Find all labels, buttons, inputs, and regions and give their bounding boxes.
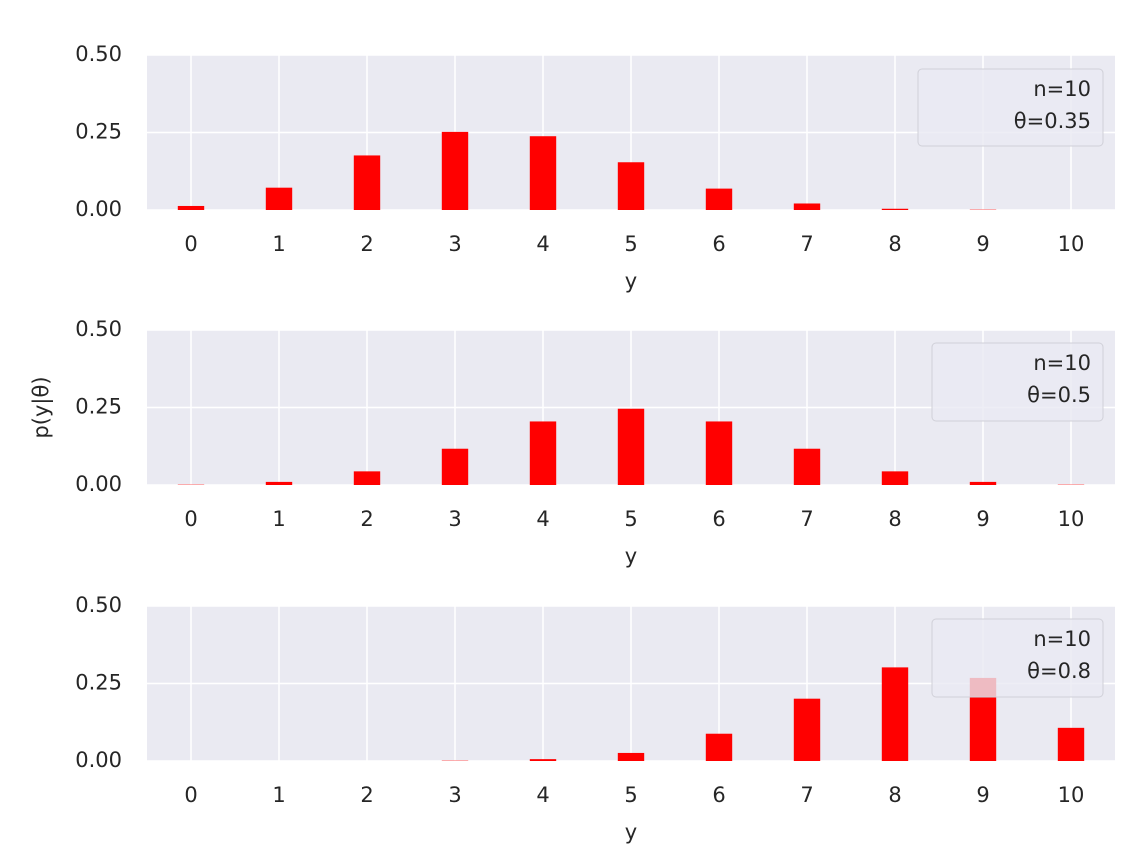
x-tick-label: 5 xyxy=(624,783,637,807)
bar xyxy=(617,752,645,761)
x-tick-label: 8 xyxy=(888,783,901,807)
y-tick-label: 0.50 xyxy=(75,317,122,341)
x-tick-label: 10 xyxy=(1058,507,1085,531)
x-tick-label: 0 xyxy=(184,507,197,531)
bar xyxy=(617,408,645,485)
x-tick-label: 2 xyxy=(360,783,373,807)
legend-entry: θ=0.8 xyxy=(1027,659,1091,683)
bar xyxy=(353,471,381,485)
legend-entry: θ=0.5 xyxy=(1027,383,1091,407)
x-tick-label: 10 xyxy=(1058,783,1085,807)
bar xyxy=(353,155,381,210)
subplot: 0.00 0.25 0.50 0 1 2 3 4 5 6 7 8 9 10 y p(y|θ) n=10 θ=0.5 xyxy=(29,317,1115,568)
bar xyxy=(793,203,821,210)
bar xyxy=(793,448,821,485)
bar xyxy=(881,667,909,761)
x-tick-label: 8 xyxy=(888,507,901,531)
x-tick-label: 6 xyxy=(712,232,725,256)
x-axis-label: y xyxy=(625,820,637,844)
x-tick-label: 4 xyxy=(536,507,549,531)
y-tick-label: 0.25 xyxy=(75,671,122,695)
bar xyxy=(441,131,469,210)
y-tick-label: 0.25 xyxy=(75,395,122,419)
x-tick-label: 1 xyxy=(272,232,285,256)
legend-entry: θ=0.35 xyxy=(1014,109,1091,133)
x-tick-label: 3 xyxy=(448,232,461,256)
y-tick-label: 0.50 xyxy=(75,42,122,66)
x-tick-label: 2 xyxy=(360,507,373,531)
x-tick-label: 7 xyxy=(800,232,813,256)
bar xyxy=(705,733,733,761)
x-tick-label: 3 xyxy=(448,783,461,807)
x-tick-label: 6 xyxy=(712,507,725,531)
bar xyxy=(705,421,733,485)
legend-entry: n=10 xyxy=(1033,627,1091,651)
x-axis-label: y xyxy=(625,269,637,293)
subplot: 0.00 0.25 0.50 0 1 2 3 4 5 6 7 8 9 10 y n=10 θ=0.35 xyxy=(75,42,1115,293)
x-tick-label: 10 xyxy=(1058,232,1085,256)
y-tick-label: 0.50 xyxy=(75,593,122,617)
bar xyxy=(177,205,205,210)
x-axis-label: y xyxy=(625,544,637,568)
bar xyxy=(529,421,557,485)
x-tick-label: 4 xyxy=(536,783,549,807)
bar xyxy=(265,187,293,210)
x-tick-label: 9 xyxy=(976,507,989,531)
legend-box xyxy=(931,618,1104,698)
y-tick-label: 0.00 xyxy=(75,472,122,496)
y-tick-label: 0.25 xyxy=(75,120,122,144)
x-tick-label: 8 xyxy=(888,232,901,256)
legend-entry: n=10 xyxy=(1033,351,1091,375)
x-tick-label: 6 xyxy=(712,783,725,807)
y-axis-label: p(y|θ) xyxy=(29,376,54,438)
bar xyxy=(1057,727,1085,761)
bar xyxy=(529,136,557,210)
x-tick-label: 7 xyxy=(800,783,813,807)
bar xyxy=(881,471,909,485)
bar xyxy=(969,481,997,485)
x-tick-label: 0 xyxy=(184,232,197,256)
x-tick-label: 1 xyxy=(272,783,285,807)
bar xyxy=(617,162,645,210)
x-tick-label: 0 xyxy=(184,783,197,807)
x-tick-label: 7 xyxy=(800,507,813,531)
x-tick-label: 9 xyxy=(976,232,989,256)
bar xyxy=(793,698,821,761)
subplot: 0.00 0.25 0.50 0 1 2 3 4 5 6 7 8 9 10 y n=10 θ=0.8 xyxy=(75,593,1115,844)
bar xyxy=(881,208,909,210)
x-tick-label: 4 xyxy=(536,232,549,256)
x-tick-label: 1 xyxy=(272,507,285,531)
x-tick-label: 5 xyxy=(624,232,637,256)
x-tick-label: 2 xyxy=(360,232,373,256)
x-tick-label: 9 xyxy=(976,783,989,807)
bar xyxy=(705,188,733,210)
y-tick-label: 0.00 xyxy=(75,748,122,772)
bar xyxy=(529,759,557,761)
x-tick-label: 3 xyxy=(448,507,461,531)
legend-entry: n=10 xyxy=(1033,77,1091,101)
bar xyxy=(441,448,469,485)
legend-box xyxy=(931,342,1104,422)
legend-box xyxy=(917,68,1104,147)
x-tick-label: 5 xyxy=(624,507,637,531)
y-tick-label: 0.00 xyxy=(75,197,122,221)
bar xyxy=(265,481,293,485)
